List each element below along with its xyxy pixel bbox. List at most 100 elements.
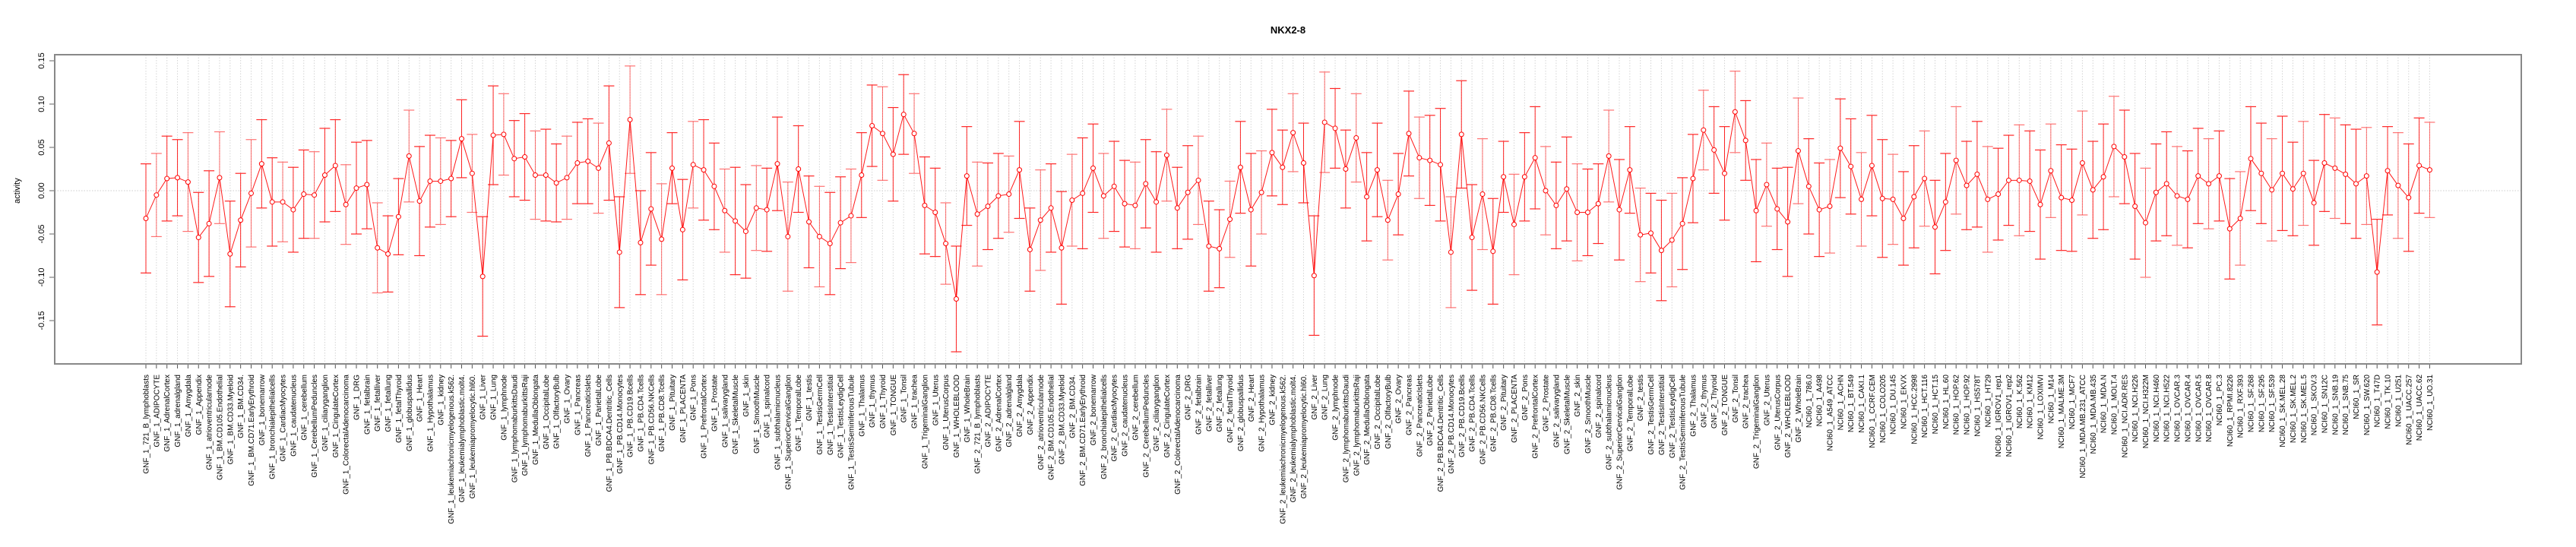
data-point xyxy=(638,239,644,245)
x-tick-label: GNF_1_PB.CD19.Bcells xyxy=(627,375,635,457)
data-point xyxy=(774,161,780,167)
data-point xyxy=(1301,160,1306,166)
data-point xyxy=(2416,163,2423,169)
x-tick-label: GNF_2_globuspallidus xyxy=(1237,375,1245,451)
x-tick-label: NCI60_1_NCI.H522 xyxy=(2163,375,2172,442)
data-point xyxy=(837,220,843,226)
x-tick-label: GNF_1_testis xyxy=(805,375,814,421)
x-tick-label: GNF_2_Pituitary xyxy=(1500,375,1508,431)
x-tick-label: NCI60_1_UACC.62 xyxy=(2416,375,2424,441)
x-tick-label: GNF_1_caudatenucleus xyxy=(290,375,298,457)
data-point xyxy=(869,123,875,128)
data-point xyxy=(1248,207,1254,213)
data-point xyxy=(1469,235,1475,241)
data-point xyxy=(1227,217,1233,223)
data-point xyxy=(1679,220,1685,226)
data-point xyxy=(2132,204,2138,210)
data-point xyxy=(1321,119,1328,125)
data-point xyxy=(1280,164,1286,170)
x-tick-label: GNF_2_skin xyxy=(1574,375,1582,417)
x-tick-label: NCI60_1_NCI.H460 xyxy=(2153,375,2161,442)
x-tick-label: GNF_1_adrenalgland xyxy=(174,375,182,447)
data-point xyxy=(2237,215,2243,221)
x-tick-label: GNF_1_Lung xyxy=(490,375,498,420)
data-point xyxy=(1564,186,1570,192)
x-tick-label: NCI60_1_MCF7 xyxy=(2068,375,2077,430)
data-point xyxy=(1206,243,1212,249)
x-tick-label: GNF_1_OlfactoryBulb xyxy=(553,375,562,449)
data-point xyxy=(764,207,770,213)
x-tick-label: NCI60_1_OVCAR.5 xyxy=(2195,375,2203,442)
data-point xyxy=(690,162,696,168)
x-tick-label: NCI60_1_LOXIMVI xyxy=(2037,375,2046,440)
data-point xyxy=(1932,224,1938,230)
x-tick-label: GNF_2_721_B_lymphoblasts xyxy=(974,375,983,474)
data-point xyxy=(1122,201,1128,207)
data-point xyxy=(785,233,791,239)
x-tick-label: NCI60_1_IGROV1_rep1 xyxy=(1995,375,2003,457)
data-point xyxy=(974,211,980,217)
x-tick-label: GNF_2_adrenalgland xyxy=(1005,375,1014,447)
data-point xyxy=(1521,174,1527,180)
data-point xyxy=(1332,125,1338,131)
data-point xyxy=(574,160,581,166)
x-tick-label: NCI60_1_HCC.2998 xyxy=(1910,375,1919,444)
data-point xyxy=(1501,174,1507,180)
data-point xyxy=(953,296,959,302)
x-tick-label: GNF_2_leukemiachronicmyelogenous.k562. xyxy=(1279,375,1287,524)
data-point xyxy=(238,217,244,223)
data-point xyxy=(395,213,401,220)
data-point xyxy=(438,178,444,184)
x-tick-label: NCI60_1_RXF.393 xyxy=(2237,375,2245,438)
data-point xyxy=(375,245,381,251)
x-tick-label: GNF_1_Ovary xyxy=(564,375,572,423)
data-point xyxy=(1237,164,1243,170)
x-tick-label: NCI60_1_MDA.N xyxy=(2100,375,2109,433)
x-tick-label: NCI60_1_A549_ATCC xyxy=(1827,375,1835,451)
x-tick-label: GNF_1_lymphomaburkittsRaji xyxy=(521,375,530,476)
data-point xyxy=(890,151,896,157)
data-point xyxy=(543,172,549,178)
x-tick-label: GNF_2_Thalamus xyxy=(1689,375,1698,437)
data-point xyxy=(1584,210,1590,215)
data-point xyxy=(2163,181,2169,187)
data-point xyxy=(1816,207,1822,213)
data-point xyxy=(332,163,338,169)
x-tick-label: GNF_1_Thyroid xyxy=(879,375,888,428)
data-point xyxy=(1553,202,1559,208)
x-tick-label: GNF_2_salivarygland xyxy=(1552,375,1561,447)
x-tick-label: GNF_1_fetallung xyxy=(385,375,393,432)
x-tick-label: NCI60_1_SF.539 xyxy=(2268,375,2277,433)
data-point xyxy=(922,202,928,208)
x-tick-label: GNF_2_spinalcord xyxy=(1595,375,1603,438)
x-tick-label: GNF_2_PancreaticIslets xyxy=(1416,375,1424,457)
x-tick-label: GNF_2_PB.CD14.Monocytes xyxy=(1448,375,1456,474)
x-tick-label: GNF_2_TrigeminalGanglion xyxy=(1753,375,1761,469)
x-tick-label: NCI60_1_HL.60 xyxy=(1942,375,1951,429)
x-tick-label: GNF_1_AdrenalCortex xyxy=(163,375,172,452)
x-tick-label: GNF_1_OccipitalLobe xyxy=(543,375,551,450)
data-point xyxy=(227,251,233,257)
data-point xyxy=(1174,205,1180,211)
data-point xyxy=(1438,162,1444,168)
x-tick-label: NCI60_1_SF.295 xyxy=(2258,375,2266,433)
data-point xyxy=(1258,189,1264,195)
x-tick-label: GNF_2_PB.CD4.Tcells xyxy=(1469,375,1477,452)
data-point xyxy=(2027,178,2033,184)
data-point xyxy=(1795,148,1801,154)
data-point xyxy=(1711,147,1717,153)
data-point xyxy=(2111,144,2117,150)
x-tick-label: GNF_1_UterusCorpus xyxy=(942,375,951,450)
data-point xyxy=(321,172,328,178)
data-point xyxy=(1837,145,1843,151)
x-tick-label: GNF_1_SuperiorCervicalGanglion xyxy=(784,375,793,490)
x-tick-label: GNF_1_bronchialepithelialcells xyxy=(269,375,277,479)
data-point xyxy=(1163,152,1169,158)
data-point xyxy=(2005,177,2011,183)
data-point xyxy=(1953,157,1959,163)
data-point xyxy=(1027,247,1033,253)
x-tick-label: NCI60_1_HCT.116 xyxy=(1921,375,1929,438)
x-tick-label: GNF_2_Liver xyxy=(1311,374,1319,419)
data-point xyxy=(2290,186,2296,192)
